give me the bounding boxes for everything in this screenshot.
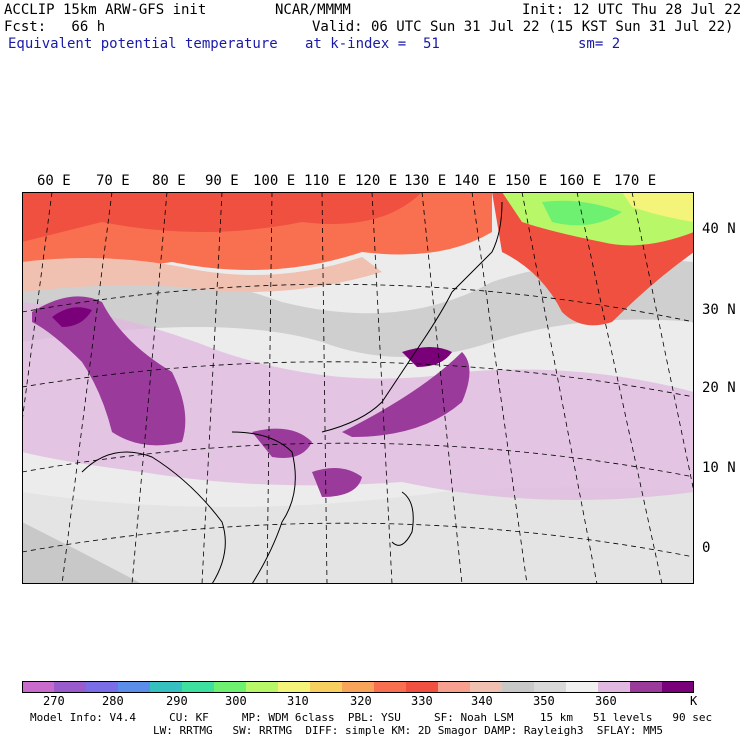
- colorbar-cell: [406, 681, 439, 693]
- colorbar-cell: [54, 681, 87, 693]
- colorbar-cell: [502, 681, 535, 693]
- forecast-hour: Fcst: 66 h: [4, 19, 106, 35]
- colorbar-cell: [534, 681, 567, 693]
- lon-label: 160 E: [559, 173, 602, 189]
- coastline-china: [321, 291, 453, 433]
- purple-indochina: [252, 428, 312, 458]
- light-purple-field: [22, 302, 694, 500]
- colorbar-tick: 320: [350, 694, 372, 708]
- grey-southwest: [22, 522, 142, 584]
- init-time: Init: 12 UTC Thu 28 Jul 22: [522, 2, 740, 18]
- colorbar: [22, 681, 694, 693]
- lon-label: 100 E: [253, 173, 296, 189]
- physics-info: LW: RRTMG SW: RRTMG DIFF: simple KM: 2D …: [153, 724, 663, 737]
- colorbar-cell: [374, 681, 407, 693]
- institution: NCAR/MMMM: [275, 2, 351, 18]
- coastline-philippines: [391, 491, 414, 546]
- colorbar-cell: [598, 681, 631, 693]
- green-core: [542, 200, 622, 226]
- coastline-india: [81, 451, 226, 584]
- colorbar-tick: 350: [533, 694, 555, 708]
- model-info: Model Info: V4.4 CU: KF MP: WDM 6class P…: [30, 711, 713, 724]
- colorbar-cell: [246, 681, 279, 693]
- map-frame: [22, 192, 694, 584]
- purple-scs: [312, 468, 362, 497]
- colorbar-cell: [566, 681, 599, 693]
- colorbar-cell: [214, 681, 247, 693]
- lat-label: 20 N: [702, 380, 736, 396]
- colorbar-cell: [662, 681, 694, 693]
- valid-time: Valid: 06 UTC Sun 31 Jul 22 (15 KST Sun …: [312, 19, 734, 35]
- run-title: ACCLIP 15km ARW-GFS init: [4, 2, 207, 18]
- colorbar-cell: [118, 681, 151, 693]
- purple-core: [52, 307, 92, 327]
- colorbar-cell: [86, 681, 119, 693]
- colorbar-cell: [278, 681, 311, 693]
- lat-label: 0: [702, 540, 711, 556]
- colorbar-cell: [22, 681, 55, 693]
- colorbar-cell: [150, 681, 183, 693]
- colorbar-tick: 360: [595, 694, 617, 708]
- grey-south: [22, 487, 694, 584]
- warm-fringe: [22, 257, 382, 292]
- lon-label: 80 E: [152, 173, 186, 189]
- purple-taiwan: [342, 352, 470, 437]
- colorbar-tick: 290: [166, 694, 188, 708]
- colorbar-tick: 340: [471, 694, 493, 708]
- colorbar-tick: 270: [43, 694, 65, 708]
- colorbar-cell: [342, 681, 375, 693]
- colorbar-tick: 330: [411, 694, 433, 708]
- lon-label: 170 E: [614, 173, 657, 189]
- colorbar-cell: [630, 681, 663, 693]
- colorbar-cell: [438, 681, 471, 693]
- colorbar-tick: 280: [102, 694, 124, 708]
- lon-label: 90 E: [205, 173, 239, 189]
- lon-label: 140 E: [454, 173, 497, 189]
- coastline-indochina: [231, 431, 296, 584]
- colorbar-cell: [470, 681, 503, 693]
- yellow-northeast: [622, 192, 694, 222]
- purple-india: [32, 296, 186, 446]
- colorbar-units: K: [690, 694, 698, 708]
- lon-label: 120 E: [355, 173, 398, 189]
- lon-label: 110 E: [304, 173, 347, 189]
- lon-label: 60 E: [37, 173, 71, 189]
- theta-e-map: [22, 192, 694, 584]
- lon-label: 150 E: [505, 173, 548, 189]
- colorbar-tick: 310: [287, 694, 309, 708]
- lat-label: 10 N: [702, 460, 736, 476]
- lon-label: 70 E: [96, 173, 130, 189]
- lon-label: 130 E: [404, 173, 447, 189]
- model-level: at k-index = 51: [305, 36, 440, 52]
- graticule: [22, 192, 694, 584]
- colorbar-cell: [310, 681, 343, 693]
- field-name: Equivalent potential temperature: [8, 36, 278, 52]
- smoothing: sm= 2: [578, 36, 621, 52]
- colorbar-cell: [182, 681, 215, 693]
- colorbar-tick: 300: [225, 694, 247, 708]
- purple-core: [402, 347, 452, 367]
- coastline-japan: [451, 201, 503, 293]
- lat-label: 30 N: [702, 302, 736, 318]
- lat-label: 40 N: [702, 221, 736, 237]
